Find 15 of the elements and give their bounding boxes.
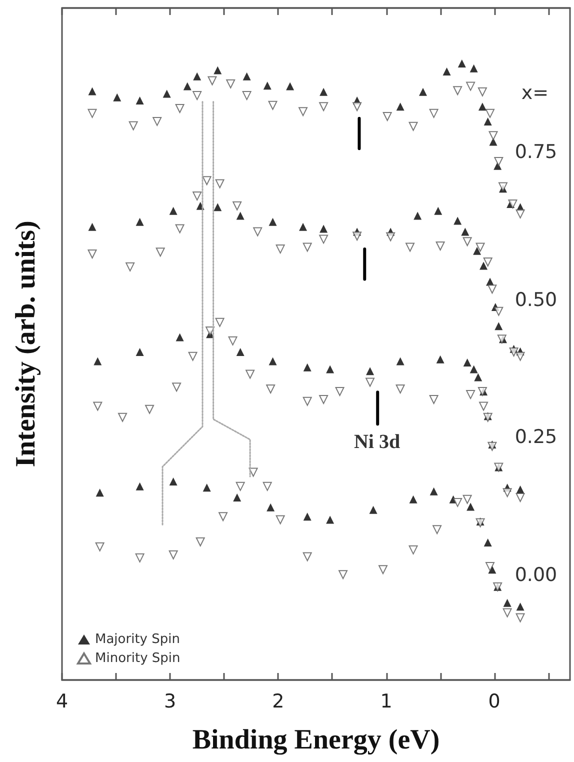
x-tick-label: 0 — [488, 690, 500, 712]
legend-label: Majority Spin — [95, 632, 180, 647]
annotation: x= — [521, 82, 549, 104]
x-tick-label: 4 — [56, 690, 68, 712]
x-tick-label: 2 — [272, 690, 284, 712]
annotation: 0.75 — [514, 141, 558, 163]
x-axis-title: Binding Energy (eV) — [192, 724, 440, 756]
annotation: 0.50 — [514, 289, 558, 311]
legend-label: Minority Spin — [95, 651, 180, 666]
x-tick-label: 1 — [380, 690, 392, 712]
annotation: 0.00 — [514, 564, 558, 586]
x-tick-label: 3 — [164, 690, 176, 712]
y-axis-title: Intensity (arb. units) — [10, 220, 42, 468]
annotation: Ni 3d — [354, 431, 400, 453]
annotation: 0.25 — [514, 426, 558, 448]
